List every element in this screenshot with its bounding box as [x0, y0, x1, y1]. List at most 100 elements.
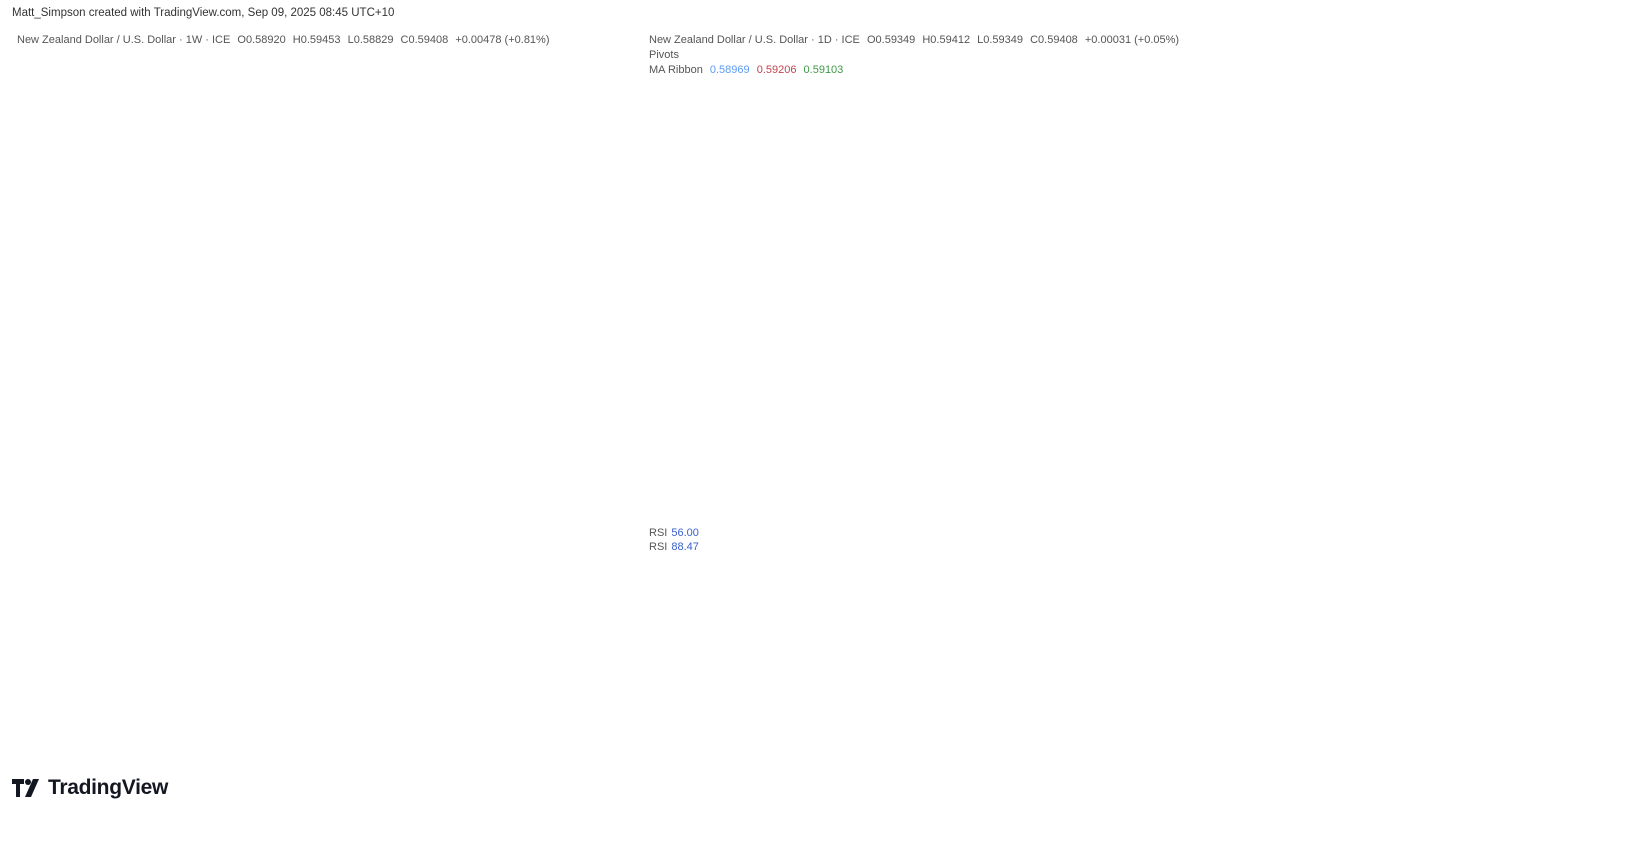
projection-arrow-line: [1384, 107, 1406, 137]
weekly-price-tick: 0.53500: [593, 697, 630, 708]
weekly-time-label: Sep: [492, 742, 509, 753]
weekly-candle: [417, 341, 422, 371]
daily-symbol[interactable]: New Zealand Dollar / U.S. Dollar · 1D · …: [649, 34, 860, 46]
daily-level-badge: 0.54703: [1466, 502, 1503, 513]
daily-candle: [1236, 179, 1241, 185]
rsi-fast-label[interactable]: RSI: [649, 541, 668, 553]
daily-candle: [1232, 175, 1237, 181]
daily-candle: [964, 164, 969, 166]
daily-candle: [755, 299, 760, 331]
ma-ribbon-indicator[interactable]: MA Ribbon: [649, 64, 703, 76]
daily-candle: [1094, 118, 1099, 121]
daily-candle: [827, 283, 831, 294]
weekly-price-tick: 0.60000: [593, 334, 630, 345]
daily-candle: [1303, 247, 1308, 250]
daily-candle: [1165, 140, 1170, 149]
daily-candle: [1048, 145, 1053, 149]
weekly-candle: [462, 346, 467, 350]
weekly-symbol[interactable]: New Zealand Dollar / U.S. Dollar · 1W · …: [17, 34, 231, 46]
daily-price-tick: 0.58500: [1514, 236, 1551, 247]
daily-candle: [714, 399, 718, 404]
weekly-price-tick: 0.59500: [593, 362, 630, 373]
weekly-price-tick: 0.58500: [593, 418, 630, 429]
weekly-candle: [207, 382, 213, 394]
weekly-level-badge-bg: [541, 442, 585, 457]
daily-price-tick: 0.56000: [1514, 411, 1551, 422]
tradingview-logo[interactable]: TradingView: [12, 776, 168, 800]
daily-candle: [1173, 131, 1178, 172]
rsi-axis-tick: 100.00: [1517, 525, 1548, 536]
daily-time-label: Apr: [862, 742, 877, 753]
weekly-candle: [372, 497, 377, 519]
daily-candle: [914, 164, 919, 172]
weekly-candle: [145, 218, 151, 266]
weekly-level-note: 2022 low: [501, 606, 538, 616]
daily-candle: [693, 395, 698, 407]
weekly-candle: [117, 352, 122, 358]
daily-price-badge-1: 0.59206: [1466, 186, 1503, 197]
daily-candle: [985, 208, 990, 232]
weekly-candle: [185, 334, 190, 358]
pivot-p-label: P: [1296, 200, 1303, 212]
daily-level-badge: 0.58004: [1466, 271, 1503, 282]
weekly-candle: [326, 543, 332, 553]
weekly-candle: [202, 343, 207, 394]
daily-candle: [927, 131, 932, 135]
daily-candle: [973, 184, 978, 188]
weekly-candle: [490, 387, 496, 401]
brand-name: TradingView: [48, 776, 169, 799]
rsi-fast-badge-bg: [1462, 544, 1506, 559]
daily-level-badge: 0.61201: [1466, 47, 1503, 58]
weekly-candle: [134, 259, 139, 321]
daily-candle: [1144, 88, 1149, 109]
daily-price-badge-0: 0.59408: [1466, 172, 1503, 183]
weekly-candle: [298, 425, 303, 430]
daily-candle: [893, 273, 898, 304]
daily-candle: [902, 219, 907, 271]
weekly-candle: [190, 356, 196, 359]
daily-time-label: Mar: [775, 742, 791, 753]
daily-candle: [689, 380, 693, 396]
weekly-candle: [230, 221, 235, 269]
weekly-candle: [236, 172, 241, 222]
daily-candle: [1006, 204, 1011, 220]
daily-time-label: Jul: [1131, 742, 1143, 753]
rsi-label[interactable]: RSI: [649, 527, 668, 539]
daily-candle: [1190, 145, 1195, 158]
weekly-candle: [309, 451, 315, 491]
daily-candle: [818, 268, 823, 295]
daily-candle: [1052, 130, 1057, 149]
weekly-candle: [400, 381, 405, 470]
weekly-time-label: Sep: [210, 742, 227, 753]
daily-candle: [1027, 146, 1032, 187]
daily-candle: [1278, 164, 1283, 169]
weekly-time-label: 2024: [21, 742, 42, 753]
daily-candle: [1127, 84, 1132, 88]
daily-candle: [948, 168, 953, 180]
weekly-candle: [139, 259, 145, 266]
weekly-candle: [355, 517, 360, 549]
weekly-candle: [55, 276, 60, 283]
weekly-price-tick: 0.63000: [593, 167, 630, 178]
rsi-fast-badge: 88.47: [1466, 548, 1491, 559]
weekly-candle: [389, 544, 394, 557]
weekly-candle: [128, 319, 134, 332]
daily-time-label: Aug: [1226, 742, 1243, 753]
daily-candle: [814, 268, 819, 280]
daily-price-tick: 0.60000: [1514, 131, 1551, 142]
pivots-indicator[interactable]: Pivots: [649, 49, 679, 61]
weekly-open: O0.58920: [237, 34, 286, 46]
daily-candle: [852, 328, 856, 331]
daily-high: H0.59412: [922, 34, 971, 46]
daily-candle: [747, 308, 752, 324]
daily-level-badge-bg: [1462, 234, 1506, 249]
daily-candle: [868, 401, 873, 408]
ma-mid-line: [644, 126, 1348, 364]
ma-slow-line: [644, 169, 1348, 297]
daily-candle: [1261, 175, 1266, 178]
weekly-candle: [72, 347, 77, 366]
weekly-price-tick: 0.56500: [593, 530, 630, 541]
daily-candle: [889, 302, 894, 360]
weekly-high: H0.59453: [292, 34, 341, 46]
